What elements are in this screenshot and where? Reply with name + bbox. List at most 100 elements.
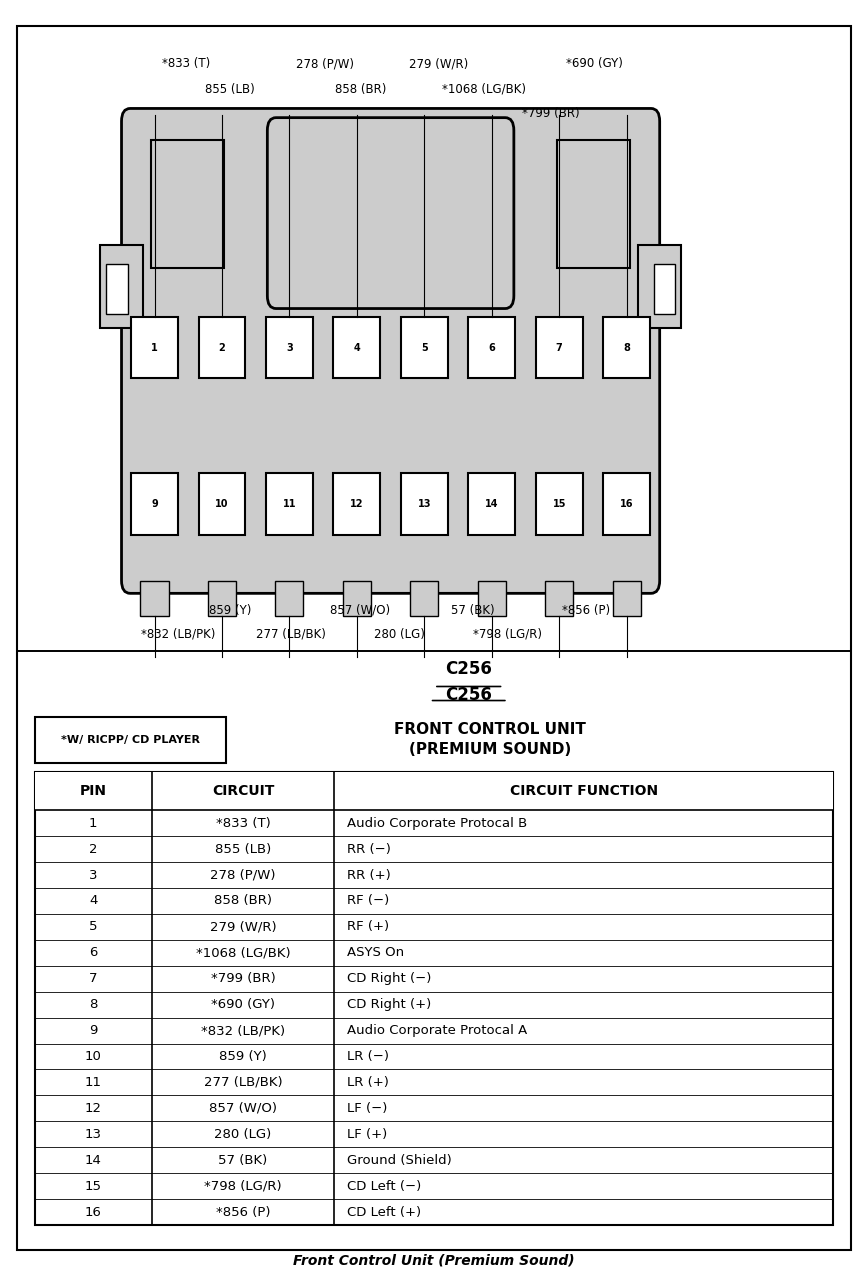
- Text: LF (+): LF (+): [347, 1128, 387, 1141]
- Text: 278 (P/W): 278 (P/W): [210, 869, 276, 882]
- FancyBboxPatch shape: [122, 108, 660, 593]
- Text: 858 (BR): 858 (BR): [214, 894, 272, 907]
- Text: 7: 7: [556, 343, 562, 353]
- Text: *833 (T): *833 (T): [215, 817, 271, 829]
- Text: *799 (BR): *799 (BR): [211, 972, 275, 985]
- Text: 12: 12: [85, 1101, 102, 1115]
- Bar: [151, 139, 224, 268]
- Text: RF (−): RF (−): [347, 894, 390, 907]
- Bar: [654, 264, 675, 314]
- Text: 280 (LG): 280 (LG): [214, 1128, 272, 1141]
- Bar: [275, 581, 304, 616]
- Text: 11: 11: [85, 1076, 102, 1088]
- Text: C256: C256: [445, 686, 492, 704]
- Text: 4: 4: [353, 343, 360, 353]
- Text: 859 (Y): 859 (Y): [219, 1050, 267, 1063]
- Text: Front Control Unit (Premium Sound): Front Control Unit (Premium Sound): [293, 1253, 575, 1267]
- Bar: [343, 581, 371, 616]
- Text: 14: 14: [485, 499, 498, 509]
- Text: *832 (LB/PK): *832 (LB/PK): [201, 1025, 285, 1037]
- Text: 15: 15: [85, 1179, 102, 1193]
- Text: 8: 8: [623, 343, 630, 353]
- Text: Audio Corporate Protocal A: Audio Corporate Protocal A: [347, 1025, 528, 1037]
- Text: CIRCUIT FUNCTION: CIRCUIT FUNCTION: [510, 785, 658, 798]
- Bar: [545, 581, 573, 616]
- Text: Audio Corporate Protocal B: Audio Corporate Protocal B: [347, 817, 528, 829]
- Bar: [469, 318, 516, 379]
- Text: 2: 2: [219, 343, 226, 353]
- Text: 11: 11: [283, 499, 296, 509]
- Bar: [536, 473, 582, 535]
- Text: RR (+): RR (+): [347, 869, 391, 882]
- Bar: [100, 245, 143, 328]
- Text: 9: 9: [89, 1025, 97, 1037]
- Bar: [35, 772, 833, 1225]
- Text: LR (+): LR (+): [347, 1076, 389, 1088]
- Text: *798 (LG/R): *798 (LG/R): [473, 628, 542, 641]
- Bar: [333, 473, 380, 535]
- Text: 6: 6: [89, 947, 97, 960]
- Text: RR (−): RR (−): [347, 842, 391, 856]
- Text: PIN: PIN: [80, 785, 107, 798]
- Text: 3: 3: [286, 343, 293, 353]
- Text: CD Right (+): CD Right (+): [347, 998, 431, 1011]
- Text: 859 (Y): 859 (Y): [209, 604, 251, 616]
- Bar: [266, 318, 312, 379]
- Text: 5: 5: [89, 920, 97, 934]
- Text: 16: 16: [85, 1206, 102, 1219]
- Text: 2: 2: [89, 842, 97, 856]
- Text: 15: 15: [553, 499, 566, 509]
- Text: 3: 3: [89, 869, 97, 882]
- Text: Ground (Shield): Ground (Shield): [347, 1154, 452, 1166]
- Text: 6: 6: [489, 343, 495, 353]
- Text: ASYS On: ASYS On: [347, 947, 404, 960]
- Text: 277 (LB/BK): 277 (LB/BK): [204, 1076, 282, 1088]
- Text: FRONT CONTROL UNIT
(PREMIUM SOUND): FRONT CONTROL UNIT (PREMIUM SOUND): [394, 722, 587, 757]
- Bar: [208, 581, 236, 616]
- Bar: [266, 473, 312, 535]
- Bar: [603, 473, 650, 535]
- Text: *833 (T): *833 (T): [162, 57, 211, 70]
- Text: 10: 10: [85, 1050, 102, 1063]
- Text: 278 (P/W): 278 (P/W): [297, 57, 354, 70]
- Text: 279 (W/R): 279 (W/R): [210, 920, 276, 934]
- Text: C256: C256: [445, 660, 492, 678]
- Bar: [469, 473, 516, 535]
- Text: 12: 12: [350, 499, 364, 509]
- Bar: [557, 139, 630, 268]
- Text: 5: 5: [421, 343, 428, 353]
- Text: 279 (W/R): 279 (W/R): [409, 57, 468, 70]
- Text: 277 (LB/BK): 277 (LB/BK): [256, 628, 326, 641]
- Text: 10: 10: [215, 499, 228, 509]
- Bar: [613, 581, 641, 616]
- Text: CIRCUIT: CIRCUIT: [212, 785, 274, 798]
- Text: 16: 16: [620, 499, 634, 509]
- FancyBboxPatch shape: [35, 717, 226, 763]
- Text: *856 (P): *856 (P): [562, 604, 610, 616]
- Bar: [401, 318, 448, 379]
- Bar: [603, 318, 650, 379]
- Bar: [35, 772, 833, 810]
- Text: 9: 9: [151, 499, 158, 509]
- Bar: [477, 581, 506, 616]
- Text: *1068 (LG/BK): *1068 (LG/BK): [443, 83, 526, 96]
- Bar: [131, 473, 178, 535]
- Text: RF (+): RF (+): [347, 920, 390, 934]
- Text: CD Right (−): CD Right (−): [347, 972, 431, 985]
- Text: 280 (LG): 280 (LG): [374, 628, 424, 641]
- FancyBboxPatch shape: [267, 117, 514, 309]
- Text: LR (−): LR (−): [347, 1050, 389, 1063]
- Bar: [333, 318, 380, 379]
- Text: 857 (W/O): 857 (W/O): [209, 1101, 277, 1115]
- Text: 1: 1: [151, 343, 158, 353]
- Bar: [401, 473, 448, 535]
- Text: 857 (W/O): 857 (W/O): [330, 604, 391, 616]
- Text: *798 (LG/R): *798 (LG/R): [204, 1179, 282, 1193]
- Bar: [199, 318, 246, 379]
- Bar: [106, 264, 128, 314]
- Text: *W/ RICPP/ CD PLAYER: *W/ RICPP/ CD PLAYER: [61, 735, 200, 745]
- Text: CD Left (−): CD Left (−): [347, 1179, 422, 1193]
- Bar: [638, 245, 681, 328]
- Text: 858 (BR): 858 (BR): [334, 83, 386, 96]
- Text: *1068 (LG/BK): *1068 (LG/BK): [195, 947, 291, 960]
